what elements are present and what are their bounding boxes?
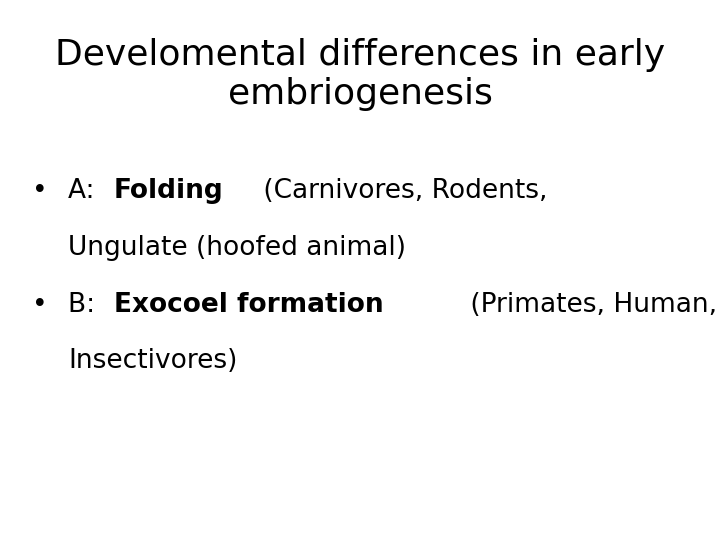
Text: Exocoel formation: Exocoel formation: [114, 292, 384, 318]
Text: Insectivores): Insectivores): [68, 348, 238, 374]
Text: Folding: Folding: [114, 178, 223, 204]
Text: •: •: [32, 292, 48, 318]
Text: B:: B:: [68, 292, 104, 318]
Text: Develomental differences in early
embriogenesis: Develomental differences in early embrio…: [55, 38, 665, 111]
Text: A:: A:: [68, 178, 103, 204]
Text: Ungulate (hoofed animal): Ungulate (hoofed animal): [68, 235, 406, 261]
Text: •: •: [32, 178, 48, 204]
Text: (Primates, Human,: (Primates, Human,: [462, 292, 717, 318]
Text: (Carnivores, Rodents,: (Carnivores, Rodents,: [255, 178, 547, 204]
